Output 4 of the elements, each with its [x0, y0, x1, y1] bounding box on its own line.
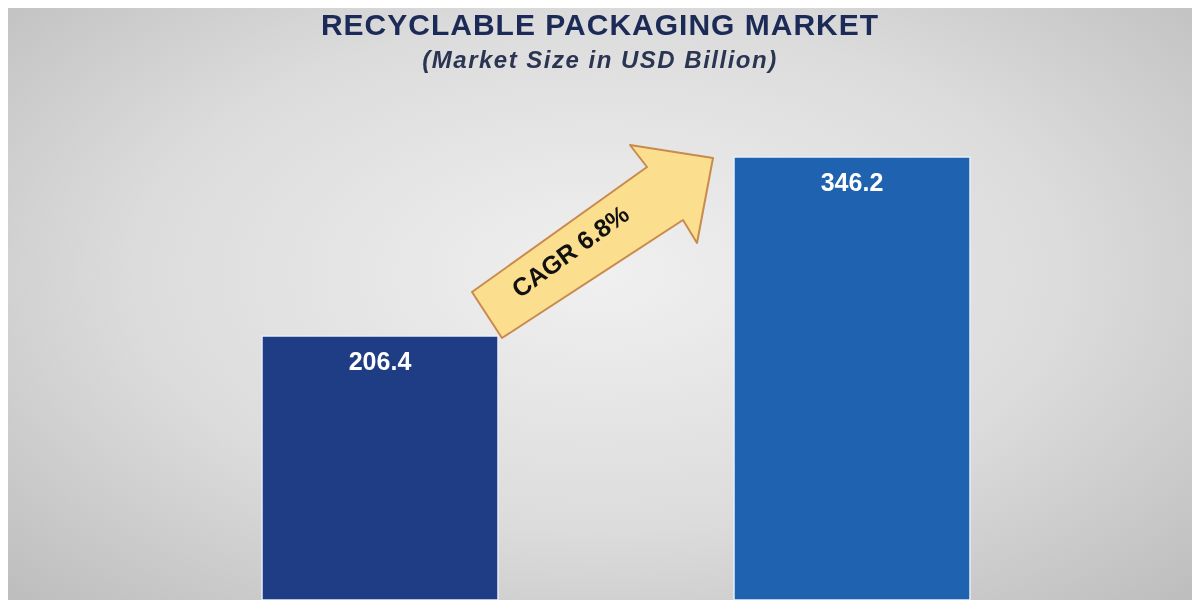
- data-label: 346.2: [820, 167, 884, 196]
- data-label: 206.4: [348, 346, 412, 375]
- chart-subtitle: (Market Size in USD Billion): [421, 46, 779, 74]
- chart-title: RECYCLABLE PACKAGING MARKET: [319, 8, 881, 42]
